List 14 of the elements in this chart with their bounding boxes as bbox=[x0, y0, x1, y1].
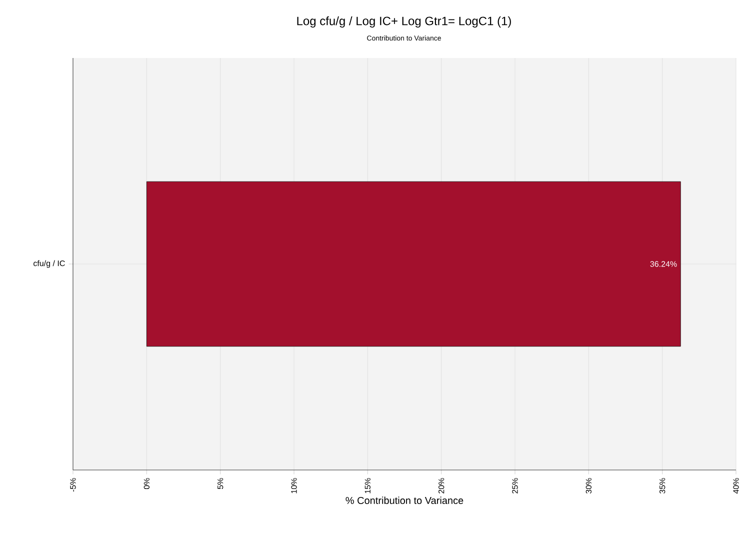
x-tick-label: -5% bbox=[70, 478, 76, 492]
x-tick-label: 10% bbox=[291, 478, 297, 494]
chart-title: Log cfu/g / Log IC+ Log Gtr1= LogC1 (1) bbox=[297, 16, 511, 28]
x-tick-label: 35% bbox=[660, 478, 666, 494]
x-axis-title: % Contribution to Variance bbox=[346, 496, 464, 504]
x-tick-label: 0% bbox=[144, 478, 150, 490]
x-tick-label: 30% bbox=[586, 478, 592, 494]
x-tick-label: 5% bbox=[218, 478, 224, 490]
x-tick-label: 15% bbox=[364, 478, 370, 494]
x-tick-label: 20% bbox=[438, 478, 444, 494]
x-tick-label: 40% bbox=[733, 478, 739, 494]
data-label: 36.24% bbox=[650, 261, 677, 267]
y-tick-label: cfu/g / IC bbox=[34, 260, 65, 268]
x-tick-label: 25% bbox=[512, 478, 518, 494]
